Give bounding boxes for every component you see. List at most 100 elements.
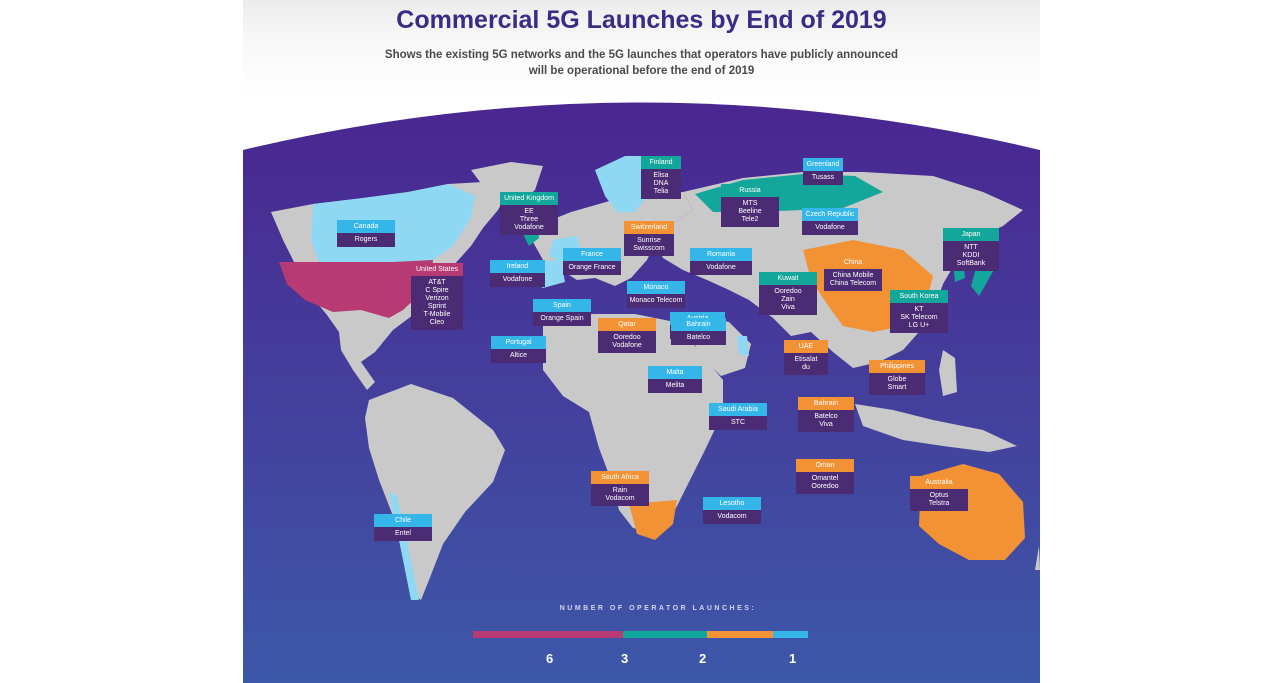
country-card[interactable]: France Orange France <box>563 248 621 275</box>
country-card[interactable]: Japan NTT KDDI SoftBank <box>943 228 999 271</box>
country-card[interactable]: Finland Elisa DNA Telia <box>641 156 681 199</box>
country-card[interactable]: South Korea KT SK Telecom LG U+ <box>890 290 948 333</box>
operator-list: NTT KDDI SoftBank <box>943 241 999 271</box>
operator-name: Melita <box>665 382 685 389</box>
legend-segment <box>773 631 808 638</box>
operator-name: Tusass <box>811 174 835 181</box>
country-name: Malta <box>648 366 702 379</box>
operator-name: Smart <box>887 384 907 391</box>
operator-list: Vodafone <box>690 261 752 275</box>
country-card[interactable]: United States AT&T C Spire Verizon Sprint T-M… <box>411 263 463 330</box>
operator-name: Sunrise <box>637 237 661 244</box>
country-name: Spain <box>533 299 591 312</box>
operator-name: DNA <box>653 180 669 187</box>
operator-name: Vodafone <box>514 224 544 231</box>
country-name: Oman <box>796 459 854 472</box>
operator-name: Telstra <box>928 500 950 507</box>
country-card[interactable]: Philippines Globe Smart <box>869 360 925 395</box>
country-card[interactable]: Greenland Tusass <box>803 158 843 185</box>
operator-list: Omantel Ooredoo <box>796 472 854 494</box>
country-card[interactable]: China China Mobile China Telecom <box>824 256 882 291</box>
country-name: Canada <box>337 220 395 233</box>
country-card[interactable]: Oman Omantel Ooredoo <box>796 459 854 494</box>
world-map[interactable] <box>243 100 1040 683</box>
country-card[interactable]: United Kingdom EE Three Vodafone <box>500 192 558 235</box>
operator-name: Batelco <box>814 413 838 420</box>
country-name: Finland <box>641 156 681 169</box>
operator-name: Beeline <box>738 208 762 215</box>
operator-name: du <box>802 364 810 371</box>
country-card[interactable]: Kuwait Ooredoo Zain Viva <box>759 272 817 315</box>
legend-segment <box>623 631 707 638</box>
operator-list: Orange France <box>563 261 621 275</box>
operator-name: Etisalat <box>794 356 818 363</box>
operator-name: SK Telecom <box>900 314 938 321</box>
country-name: United States <box>411 263 463 276</box>
legend-number: 1 <box>789 651 797 666</box>
country-card[interactable]: Malta Melita <box>648 366 702 393</box>
country-name: Qatar <box>598 318 656 331</box>
legend-segment <box>473 631 623 638</box>
operator-name: Vodafone <box>612 342 642 349</box>
country-name: Chile <box>374 514 432 527</box>
country-name: Kuwait <box>759 272 817 285</box>
operator-name: Telia <box>653 188 669 195</box>
operator-name: Cleo <box>429 319 445 326</box>
legend-number: 3 <box>621 651 629 666</box>
operator-name: C Spire <box>425 287 449 294</box>
operator-name: Entel <box>395 530 411 537</box>
country-card[interactable]: Ireland Vodafone <box>490 260 545 287</box>
operator-name: SoftBank <box>956 260 986 267</box>
operator-list: MTS Beeline Tele2 <box>721 197 779 227</box>
operator-name: Orange France <box>568 264 616 271</box>
legend-bar <box>473 631 808 638</box>
legend-segment <box>707 631 773 638</box>
country-name: UAE <box>784 340 828 353</box>
operator-name: Elisa <box>653 172 669 179</box>
country-name: Bahrain <box>671 318 726 331</box>
legend-number: 2 <box>699 651 707 666</box>
operator-name: Ooredoo <box>613 334 641 341</box>
country-card[interactable]: Australia Optus Telstra <box>910 476 968 511</box>
operator-name: Altice <box>509 352 528 359</box>
country-name: South Korea <box>890 290 948 303</box>
country-card[interactable]: Bahrain Batelco Viva <box>798 397 854 432</box>
country-card[interactable]: South Africa Rain Vodacom <box>591 471 649 506</box>
country-card[interactable]: Russia MTS Beeline Tele2 <box>721 184 779 227</box>
country-card[interactable]: Chile Entel <box>374 514 432 541</box>
country-card[interactable]: Romania Vodafone <box>690 248 752 275</box>
country-name: Romania <box>690 248 752 261</box>
country-card[interactable]: Saudi Arabia STC <box>709 403 767 430</box>
country-card[interactable]: Spain Orange Spain <box>533 299 591 326</box>
operator-name: Tele2 <box>741 216 759 223</box>
operator-list: EE Three Vodafone <box>500 205 558 235</box>
operator-name: China Telecom <box>829 280 877 287</box>
operator-list: Melita <box>648 379 702 393</box>
operator-list: Orange Spain <box>533 312 591 326</box>
operator-name: Vodacom <box>605 495 635 502</box>
country-card[interactable]: Switzerland Sunrise Swisscom <box>624 221 674 256</box>
country-card[interactable]: Lesotho Vodacom <box>703 497 761 524</box>
land-south-africa <box>629 500 677 540</box>
country-name: China <box>824 256 882 269</box>
operator-list: Rogers <box>337 233 395 247</box>
operator-list: Vodacom <box>703 510 761 524</box>
operator-list: Monaco Telecom <box>627 294 685 308</box>
operator-list: Rain Vodacom <box>591 484 649 506</box>
operator-name: Zain <box>781 296 795 303</box>
operator-list: Elisa DNA Telia <box>641 169 681 199</box>
country-card[interactable]: Czech Republic Vodafone <box>802 208 858 235</box>
country-card[interactable]: Bahrain Batelco <box>671 318 726 345</box>
country-name: Greenland <box>803 158 843 171</box>
country-card[interactable]: Portugal Altice <box>491 336 546 363</box>
country-name: South Africa <box>591 471 649 484</box>
operator-list: KT SK Telecom LG U+ <box>890 303 948 333</box>
operator-name: LG U+ <box>908 322 930 329</box>
country-card[interactable]: Canada Rogers <box>337 220 395 247</box>
country-card[interactable]: Monaco Monaco Telecom <box>627 281 685 308</box>
operator-name: Three <box>519 216 539 223</box>
country-name: United Kingdom <box>500 192 558 205</box>
operator-list: Ooredoo Vodafone <box>598 331 656 353</box>
country-card[interactable]: Qatar Ooredoo Vodafone <box>598 318 656 353</box>
country-card[interactable]: UAE Etisalat du <box>784 340 828 375</box>
